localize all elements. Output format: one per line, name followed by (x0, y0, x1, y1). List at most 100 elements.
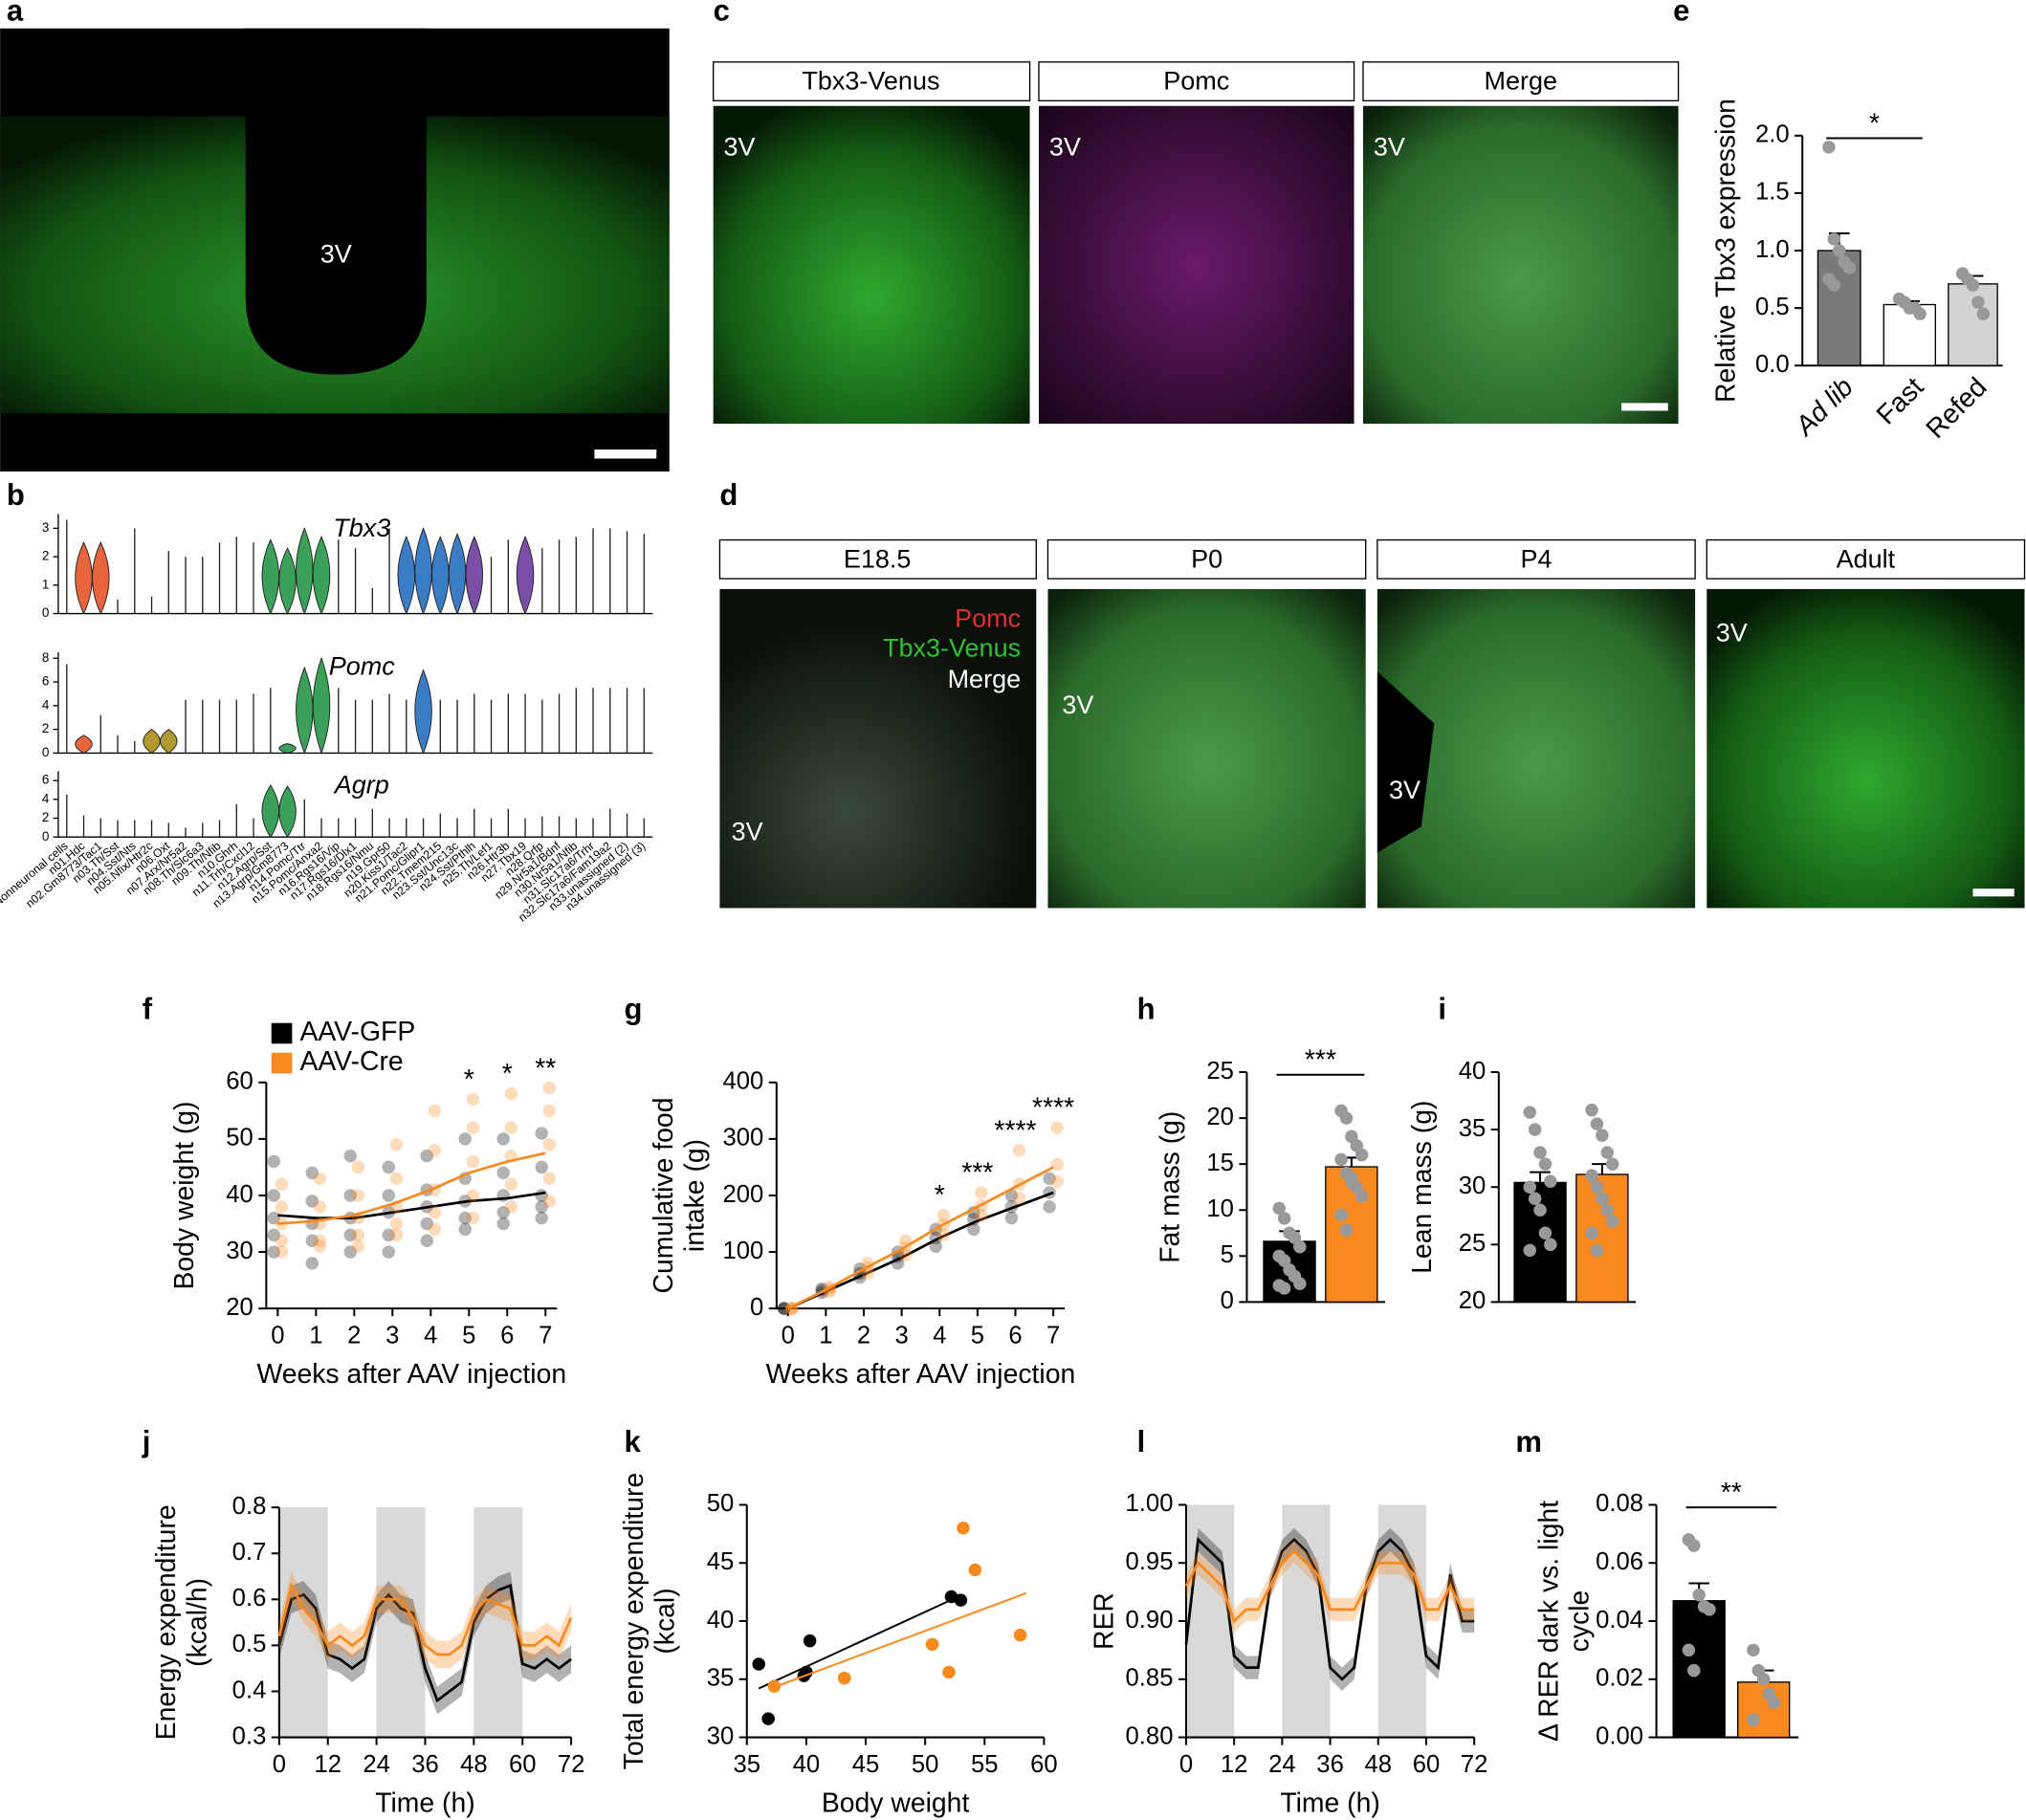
image-label: 3V (320, 240, 352, 269)
violin (296, 666, 314, 755)
data-point (496, 1166, 510, 1180)
data-point (428, 1205, 442, 1219)
data-point (837, 1671, 851, 1685)
data-point (942, 1665, 956, 1679)
data-point (1339, 1111, 1354, 1125)
data-point (777, 1302, 791, 1315)
data-point (458, 1222, 472, 1237)
image-label: 3V (1049, 132, 1081, 161)
data-point (420, 1217, 433, 1231)
data-point (1687, 1539, 1701, 1552)
data-point (1050, 1121, 1064, 1134)
legend-label: AAV-Cre (299, 1046, 403, 1077)
data-point (1004, 1189, 1019, 1202)
data-point (777, 1302, 791, 1315)
y-tick-label: 0.7 (232, 1539, 267, 1566)
data-point (1012, 1192, 1026, 1205)
y-tick-label: 1 (42, 577, 50, 591)
data-point (1585, 1169, 1598, 1182)
x-tick-label: 60 (509, 1751, 537, 1778)
data-point (957, 1522, 970, 1535)
significance: *** (1305, 1045, 1336, 1076)
data-point (1293, 1239, 1307, 1254)
x-tick-label: 1 (309, 1323, 322, 1349)
data-point (1971, 296, 1985, 309)
x-tick-label: 6 (500, 1323, 514, 1349)
data-point (1600, 1146, 1615, 1159)
x-tick-label: 5 (462, 1323, 475, 1349)
data-point (1842, 261, 1857, 274)
y-tick-label: 0.90 (1126, 1607, 1174, 1634)
data-point (929, 1239, 942, 1253)
data-point (767, 1679, 782, 1693)
data-point (1050, 1174, 1064, 1188)
data-point (267, 1211, 281, 1225)
x-tick-label: 60 (1030, 1751, 1058, 1778)
significance: * (935, 1180, 945, 1211)
series-line (787, 1191, 1054, 1310)
data-point (1043, 1172, 1056, 1186)
data-point (1687, 1663, 1701, 1677)
significance: * (502, 1059, 513, 1089)
y-tick-label: 20 (226, 1294, 253, 1321)
image-label: 3V (1716, 618, 1748, 647)
y-tick-label: 0.5 (232, 1631, 267, 1657)
data-point (466, 1092, 480, 1107)
data-point (761, 1712, 775, 1725)
data-point (1756, 1673, 1771, 1686)
y-tick-label: 3 (42, 520, 50, 535)
data-point (428, 1222, 442, 1237)
data-point (313, 1239, 327, 1253)
data-point (968, 1563, 982, 1577)
y-tick-label: 0 (42, 745, 50, 759)
data-point (1538, 1226, 1553, 1240)
x-tick-label: 12 (1221, 1751, 1248, 1778)
y-tick-label: 100 (723, 1238, 764, 1264)
data-point (267, 1189, 281, 1202)
panel-letter: k (624, 1425, 641, 1458)
panel-letter: f (143, 993, 153, 1026)
y-tick-label: 300 (723, 1125, 764, 1151)
gene-name: Tbx3 (333, 514, 390, 542)
x-tick-label: 50 (912, 1751, 939, 1778)
data-point (313, 1234, 327, 1248)
data-point (496, 1132, 510, 1146)
x-tick-label: 2 (857, 1323, 870, 1349)
y-tick-label: 0.0 (1755, 351, 1790, 378)
data-point (1050, 1157, 1064, 1172)
x-tick-label: 5 (971, 1323, 984, 1349)
y-tick-label: 0.95 (1126, 1548, 1174, 1575)
data-point (1538, 1157, 1553, 1171)
data-point (803, 1634, 817, 1648)
data-point (967, 1222, 980, 1237)
series-line (787, 1166, 1054, 1310)
y-tick-label: 400 (723, 1068, 764, 1095)
data-point (1682, 1643, 1696, 1657)
data-point (389, 1138, 404, 1151)
panel-letter: g (624, 993, 642, 1026)
violin (278, 742, 297, 754)
x-tick-label: 0 (273, 1751, 286, 1778)
legend-swatch (271, 1022, 293, 1044)
image-label: 3V (1389, 776, 1420, 804)
panel-letter: d (719, 478, 738, 512)
y-tick-label: 40 (226, 1181, 253, 1208)
x-tick-label: 72 (1461, 1751, 1488, 1778)
data-point (936, 1208, 951, 1222)
data-point (1596, 1129, 1609, 1142)
violin (296, 527, 314, 615)
data-point (267, 1228, 281, 1242)
violin (414, 669, 432, 755)
y-axis-label: Energy expenditure (151, 1504, 182, 1740)
data-point (389, 1172, 404, 1186)
y-tick-label: 20 (1206, 1104, 1234, 1130)
panel-letter: b (7, 478, 25, 512)
data-point (1533, 1203, 1547, 1217)
data-point (389, 1228, 404, 1242)
data-point (1043, 1200, 1056, 1214)
data-point (1523, 1180, 1536, 1194)
data-point (535, 1127, 548, 1140)
y-tick-label: 60 (226, 1068, 253, 1095)
data-point (1590, 1180, 1604, 1194)
